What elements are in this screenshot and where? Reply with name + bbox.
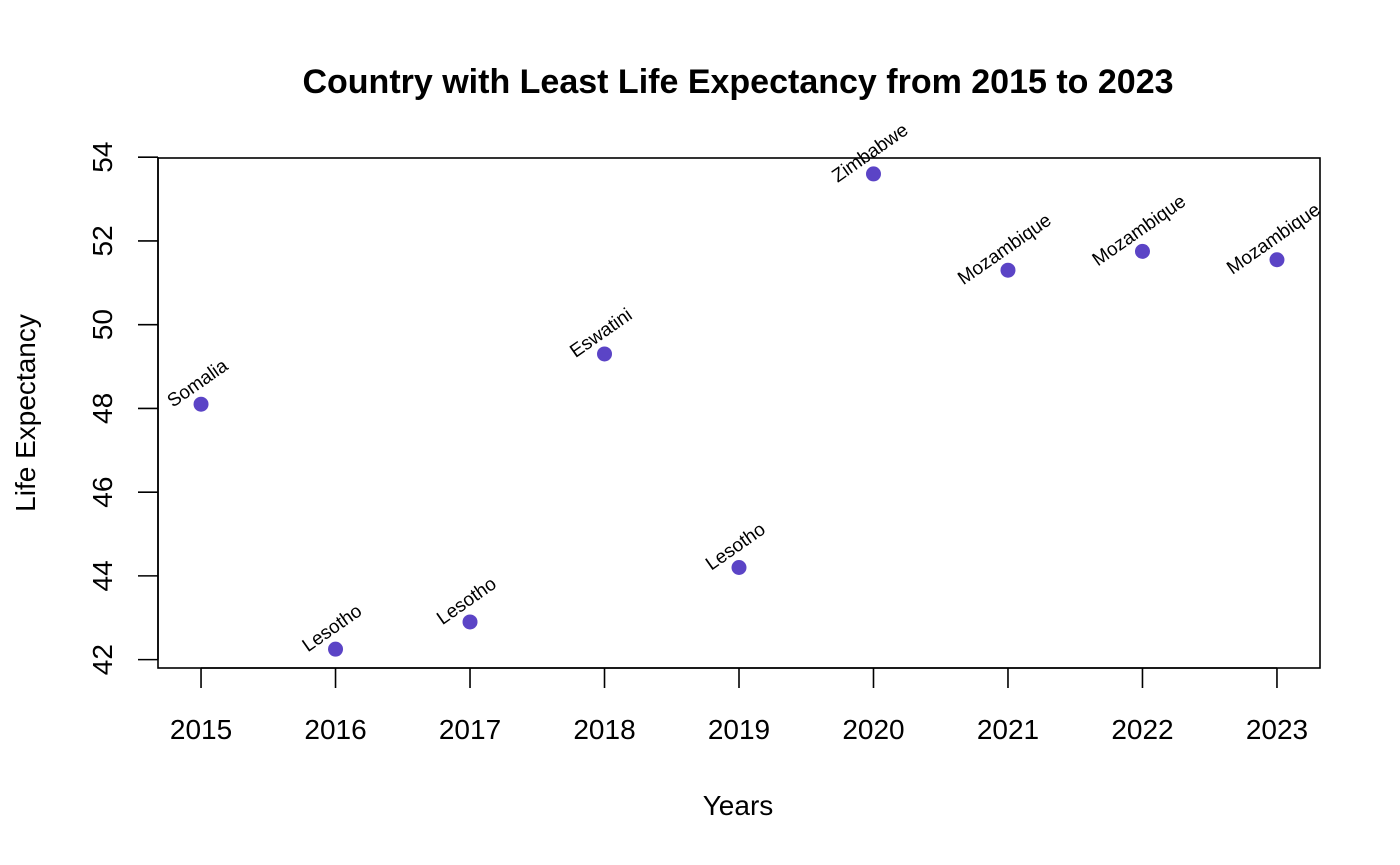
data-point <box>731 560 747 576</box>
data-point <box>1134 243 1150 259</box>
point-label: Mozambique <box>954 210 1055 290</box>
x-tick-label: 2022 <box>1111 714 1173 745</box>
x-tick-label: 2015 <box>170 714 232 745</box>
y-tick-label: 54 <box>87 142 118 173</box>
data-point <box>328 641 344 657</box>
x-tick-label: 2021 <box>977 714 1039 745</box>
x-tick-label: 2017 <box>439 714 501 745</box>
data-point <box>1000 262 1016 278</box>
x-tick-label: 2023 <box>1246 714 1308 745</box>
data-point <box>462 614 478 630</box>
y-tick-label: 44 <box>87 560 118 591</box>
x-tick-label: 2019 <box>708 714 770 745</box>
data-point <box>865 166 881 182</box>
y-tick-label: 46 <box>87 477 118 508</box>
data-point <box>597 346 613 362</box>
point-label: Mozambique <box>1089 191 1190 271</box>
x-axis-label: Years <box>703 790 774 821</box>
point-label: Mozambique <box>1223 199 1324 279</box>
y-axis: 42 44 46 48 50 52 54 <box>87 142 159 675</box>
data-point <box>193 396 209 412</box>
x-tick-label: 2018 <box>573 714 635 745</box>
data-point <box>1269 252 1285 268</box>
y-tick-label: 48 <box>87 393 118 424</box>
y-axis-label: Life Expectancy <box>10 314 41 512</box>
x-tick-label: 2016 <box>304 714 366 745</box>
y-tick-label: 42 <box>87 644 118 675</box>
x-axis: 2015 2016 2017 2018 2019 2020 2021 2022 2023 <box>170 667 1308 745</box>
x-tick-label: 2020 <box>842 714 904 745</box>
chart-title: Country with Least Life Expectancy from … <box>302 63 1173 101</box>
y-tick-label: 52 <box>87 225 118 256</box>
y-tick-label: 50 <box>87 309 118 340</box>
data-points <box>193 166 1285 657</box>
